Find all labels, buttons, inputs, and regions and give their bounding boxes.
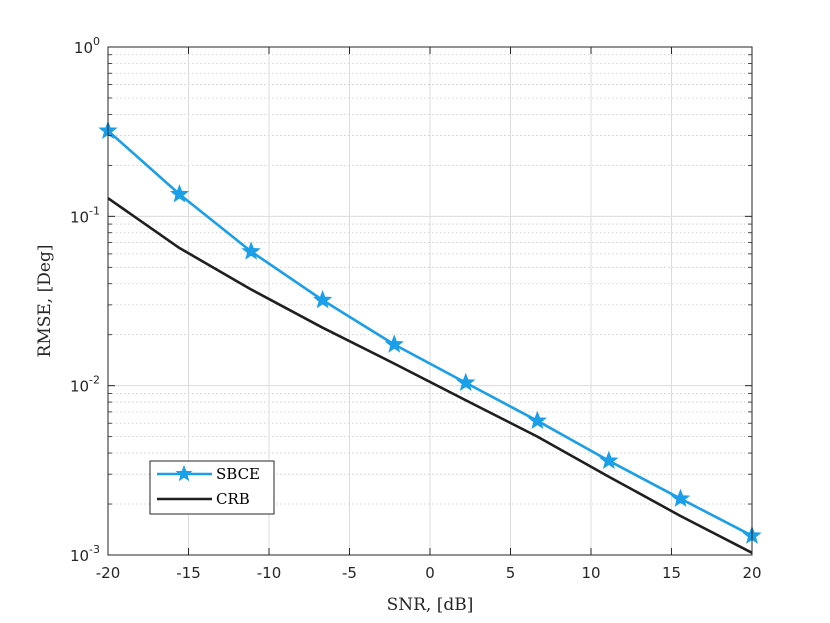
y-tick-label: 10-2 (70, 374, 100, 396)
data-point-sbce (312, 289, 333, 309)
legend-box (149, 460, 275, 515)
y-tick-labels: 10-3 10-2 10-1 100 (70, 35, 100, 565)
y-axis-label: RMSE, [Deg] (35, 245, 55, 358)
ticks (107, 46, 753, 556)
x-tick-label: 15 (662, 564, 681, 582)
data-point-sbce (241, 241, 261, 260)
data-point-sbce (527, 410, 548, 430)
data-point-sbce (456, 372, 476, 391)
data-point-sbce (169, 184, 190, 203)
series-line-crb (107, 197, 753, 554)
y-tick-label: 10-3 (70, 543, 100, 565)
y-tick-label: 100 (74, 35, 100, 57)
x-tick-label: -15 (176, 564, 201, 582)
x-axis-label: SNR, [dB] (387, 595, 474, 615)
x-tick-labels: -20 -15 -10 -5 0 5 10 15 20 (96, 564, 762, 582)
series-crb (107, 197, 753, 554)
x-tick-label: -20 (96, 564, 121, 582)
x-tick-label: 0 (425, 564, 435, 582)
data-point-sbce (384, 334, 404, 353)
x-tick-label: 10 (581, 564, 600, 582)
legend-marker-sbce (175, 465, 193, 482)
x-tick-label: -10 (257, 564, 282, 582)
legend: SBCE CRB (149, 460, 275, 515)
data-point-sbce (599, 450, 619, 469)
data-point-sbce (670, 488, 691, 507)
legend-label-sbce: SBCE (216, 465, 260, 483)
legend-label-crb: CRB (216, 490, 250, 508)
x-tick-label: 20 (742, 564, 761, 582)
x-tick-label: 5 (506, 564, 516, 582)
series-line-sbce (107, 129, 753, 537)
x-tick-label: -5 (342, 564, 357, 582)
y-tick-label: 10-1 (70, 204, 100, 226)
